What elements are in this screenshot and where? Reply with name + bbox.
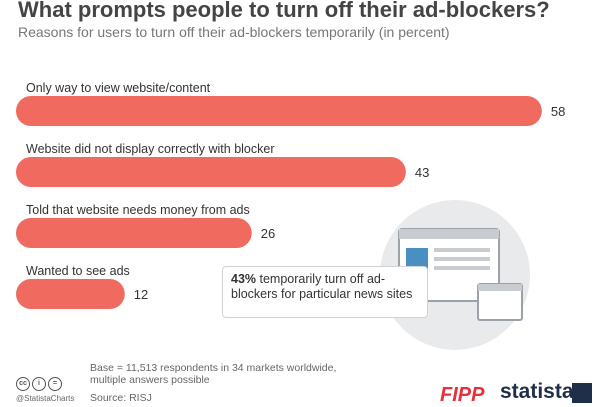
fipp-logo: FIPP xyxy=(440,384,485,406)
no-derivatives-icon: = xyxy=(48,377,62,391)
callout-box: 43% temporarily turn off ad-blockers for… xyxy=(222,266,428,318)
license-icons: cc i = xyxy=(16,377,62,391)
bar xyxy=(16,218,252,248)
statista-logo: statista xyxy=(500,380,574,403)
footer-source: Source: RISJ xyxy=(90,392,152,404)
bar-value-label: 26 xyxy=(261,226,275,241)
bar-value-label: 12 xyxy=(134,287,148,302)
bar-category-label: Told that website needs money from ads xyxy=(26,203,250,217)
chart-title: What prompts people to turn off their ad… xyxy=(18,0,550,22)
twitter-handle: @StatistaCharts xyxy=(16,394,75,403)
bar-value-label: 58 xyxy=(551,104,565,119)
callout-highlight: 43% xyxy=(231,272,257,286)
bar-value-label: 43 xyxy=(415,165,429,180)
bar xyxy=(16,279,125,309)
bar-category-label: Wanted to see ads xyxy=(26,264,130,278)
bar-category-label: Website did not display correctly with b… xyxy=(26,142,275,156)
attribution-icon: i xyxy=(32,377,46,391)
bar xyxy=(16,157,406,187)
footer-note: Base = 11,513 respondents in 34 markets … xyxy=(90,362,337,386)
bar-chart: Only way to view website/content 58 Websit… xyxy=(16,81,565,309)
statista-logo-icon xyxy=(572,383,592,403)
chart-subtitle: Reasons for users to turn off their ad-b… xyxy=(18,24,450,40)
cc-icon: cc xyxy=(16,377,30,391)
callout-text: temporarily turn off ad-blockers for par… xyxy=(231,272,413,301)
bar xyxy=(16,96,542,126)
bar-category-label: Only way to view website/content xyxy=(26,81,211,95)
